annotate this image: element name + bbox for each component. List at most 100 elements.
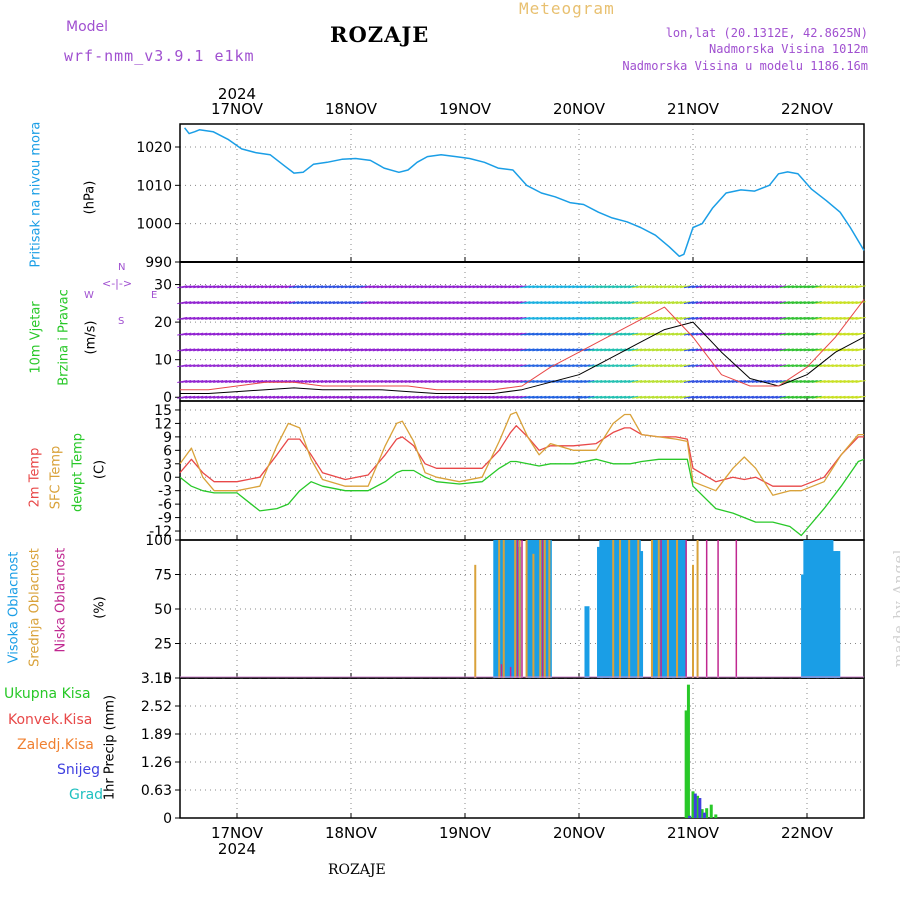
cloud-high-bar xyxy=(584,606,590,678)
wind-barb xyxy=(739,285,750,289)
wind-barb xyxy=(205,348,216,352)
wind-barb xyxy=(384,316,395,320)
wind-barb xyxy=(624,332,635,336)
wind-barb xyxy=(233,348,244,352)
wind-barb xyxy=(416,379,427,383)
wind-barb xyxy=(177,301,188,305)
wind-barb xyxy=(376,285,387,289)
wind-barb xyxy=(316,285,328,289)
wind-barb xyxy=(651,285,663,289)
wind-barb xyxy=(600,301,611,305)
wind-barb xyxy=(632,364,643,368)
wind-barb xyxy=(803,395,814,399)
wind-barb xyxy=(328,395,339,399)
wind-barb xyxy=(731,348,742,352)
wind-barb xyxy=(472,348,483,352)
wind-barb xyxy=(592,316,603,320)
wind-barb xyxy=(217,316,228,320)
wind-barb xyxy=(723,285,735,289)
wind-barb xyxy=(221,364,232,368)
wind-barb xyxy=(568,395,579,399)
wind-barb xyxy=(229,364,240,368)
wind-barb xyxy=(640,379,651,383)
wind-barb xyxy=(540,332,551,336)
wind-barb xyxy=(659,301,671,305)
wind-barb xyxy=(512,316,523,320)
wind-barb xyxy=(655,316,667,320)
wind-barb xyxy=(348,348,359,352)
wind-barb xyxy=(492,379,503,383)
wind-barb xyxy=(316,348,328,352)
wind-barb xyxy=(304,332,316,336)
wind-barb xyxy=(249,348,260,352)
wind-barb xyxy=(249,301,260,305)
wind-barb xyxy=(799,364,810,368)
wind-barb xyxy=(632,316,643,320)
wind-barb xyxy=(711,332,723,336)
wind-barb xyxy=(256,316,268,320)
wind-barb xyxy=(548,316,559,320)
wind-barb xyxy=(229,301,240,305)
wind-barb xyxy=(851,316,862,320)
wind-barb xyxy=(476,332,487,336)
wind-barb xyxy=(651,316,663,320)
wind-barb xyxy=(791,285,802,289)
y-tick-label: 3.15 xyxy=(141,671,172,687)
panel-frame xyxy=(179,677,865,819)
wind-barb xyxy=(408,301,419,305)
wind-barb xyxy=(324,395,336,399)
wind-barb xyxy=(775,364,786,368)
wind-barb xyxy=(308,364,320,368)
wind-barb xyxy=(691,285,703,289)
wind-barb xyxy=(651,348,663,352)
wind-barb xyxy=(675,348,687,352)
wind-barb xyxy=(328,379,339,383)
wind-barb xyxy=(600,379,611,383)
wind-barb xyxy=(707,348,719,352)
wind-barb xyxy=(428,285,439,289)
wind-barb xyxy=(699,348,711,352)
wind-barb xyxy=(404,301,415,305)
wind-barb xyxy=(811,395,822,399)
wind-barb xyxy=(384,285,395,289)
wind-barb xyxy=(731,332,742,336)
wind-barb xyxy=(803,332,814,336)
wind-barb xyxy=(304,316,316,320)
wind-barb xyxy=(572,379,583,383)
wind-barb xyxy=(843,395,854,399)
wind-barb xyxy=(348,332,359,336)
wind-barb xyxy=(213,285,224,289)
wind-barb xyxy=(823,285,834,289)
wind-barb xyxy=(504,348,515,352)
wind-barb xyxy=(225,316,236,320)
wind-barb xyxy=(376,348,387,352)
wind-barb xyxy=(488,316,499,320)
wind-barb xyxy=(719,301,731,305)
wind-barb xyxy=(715,348,727,352)
wind-barb xyxy=(320,395,332,399)
wind-barb xyxy=(241,316,252,320)
wind-barb xyxy=(352,364,363,368)
wind-barb xyxy=(432,364,443,368)
wind-barb xyxy=(835,301,846,305)
wind-barb xyxy=(564,332,575,336)
wind-barb xyxy=(213,395,224,399)
wind-barb xyxy=(404,348,415,352)
wind-barb xyxy=(185,379,196,383)
wind-barb xyxy=(699,301,711,305)
wind-barb xyxy=(508,332,519,336)
wind-barb xyxy=(256,285,268,289)
y-tick-label: 12 xyxy=(154,416,172,432)
top-year-label: 2024 xyxy=(218,85,256,103)
wind-barb xyxy=(723,348,735,352)
wind-barb xyxy=(372,316,383,320)
wind-barb xyxy=(428,301,439,305)
wind-barb xyxy=(799,316,810,320)
wind-barb xyxy=(185,301,196,305)
precip-total-bar xyxy=(691,791,695,818)
wind-barb xyxy=(564,364,575,368)
wind-barb xyxy=(404,379,415,383)
wind-barb xyxy=(592,379,603,383)
wind-barb xyxy=(209,364,220,368)
wind-barb xyxy=(300,285,312,289)
